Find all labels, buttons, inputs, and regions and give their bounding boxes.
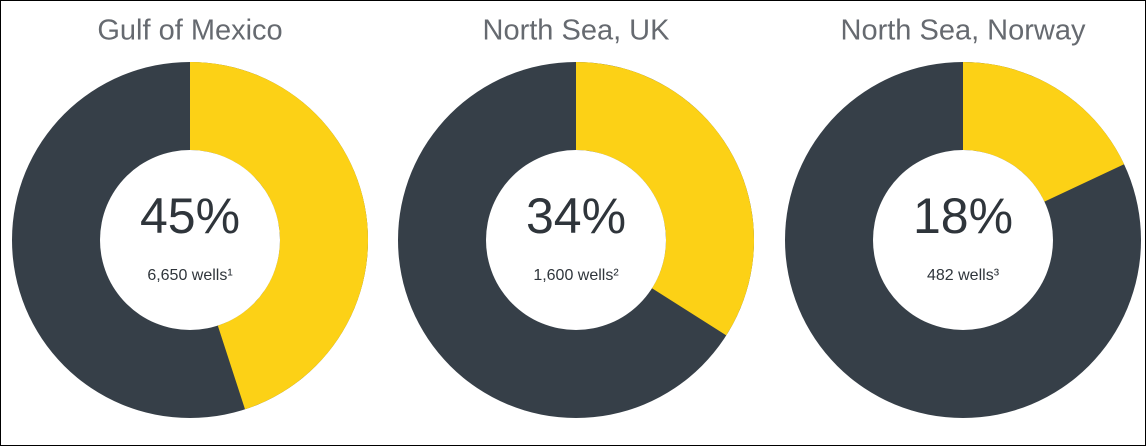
- donut-segment: [576, 62, 754, 336]
- value-label: 34%: [526, 188, 626, 244]
- chart-title: North Sea, UK: [483, 15, 671, 47]
- value-label: 45%: [140, 188, 240, 244]
- donut-hole: [100, 150, 280, 330]
- value-label: 18%: [913, 188, 1013, 244]
- subtitle: 6,650 wells¹: [147, 267, 232, 284]
- donut-segment: [963, 62, 1125, 202]
- donut-hole: [486, 150, 666, 330]
- subtitle: 1,600 wells²: [533, 267, 619, 284]
- donut-hole: [873, 150, 1053, 330]
- chart-title: North Sea, Norway: [841, 15, 1086, 47]
- chart-title: Gulf of Mexico: [97, 15, 282, 47]
- donut-segment: [190, 62, 368, 410]
- subtitle: 482 wells³: [927, 267, 1000, 284]
